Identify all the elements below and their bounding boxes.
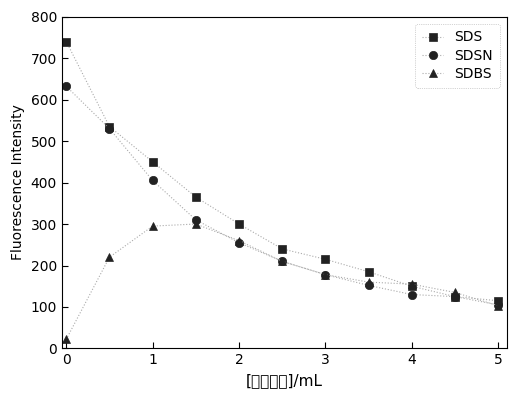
SDSN (63, 84, 69, 89)
SDS (495, 298, 501, 303)
Y-axis label: Fluorescence Intensity: Fluorescence Intensity (11, 105, 25, 261)
SDSN (409, 292, 415, 297)
SDSN (495, 302, 501, 307)
SDBS (63, 337, 69, 342)
SDBS (106, 255, 112, 260)
Line: SDSN: SDSN (62, 82, 502, 309)
SDBS (322, 272, 328, 277)
SDSN (193, 217, 199, 222)
SDBS (279, 259, 285, 264)
Line: SDS: SDS (62, 38, 502, 305)
SDS (409, 284, 415, 288)
SDS (279, 247, 285, 251)
Line: SDBS: SDBS (62, 220, 502, 344)
SDBS (366, 280, 372, 284)
X-axis label: [对甲苯胺]/mL: [对甲苯胺]/mL (246, 373, 323, 388)
SDSN (106, 126, 112, 131)
SDS (236, 221, 242, 226)
SDSN (322, 272, 328, 277)
SDS (150, 160, 156, 164)
SDBS (409, 282, 415, 286)
SDS (63, 39, 69, 44)
SDS (322, 257, 328, 262)
SDBS (236, 238, 242, 243)
SDSN (150, 178, 156, 183)
SDS (193, 195, 199, 200)
SDBS (150, 224, 156, 229)
SDSN (366, 283, 372, 288)
SDBS (495, 303, 501, 308)
SDSN (452, 294, 458, 299)
SDSN (279, 259, 285, 264)
SDS (366, 269, 372, 274)
SDBS (193, 221, 199, 226)
SDS (452, 294, 458, 299)
SDSN (236, 240, 242, 245)
Legend: SDS, SDSN, SDBS: SDS, SDSN, SDBS (415, 24, 500, 88)
SDBS (452, 290, 458, 295)
SDS (106, 124, 112, 129)
